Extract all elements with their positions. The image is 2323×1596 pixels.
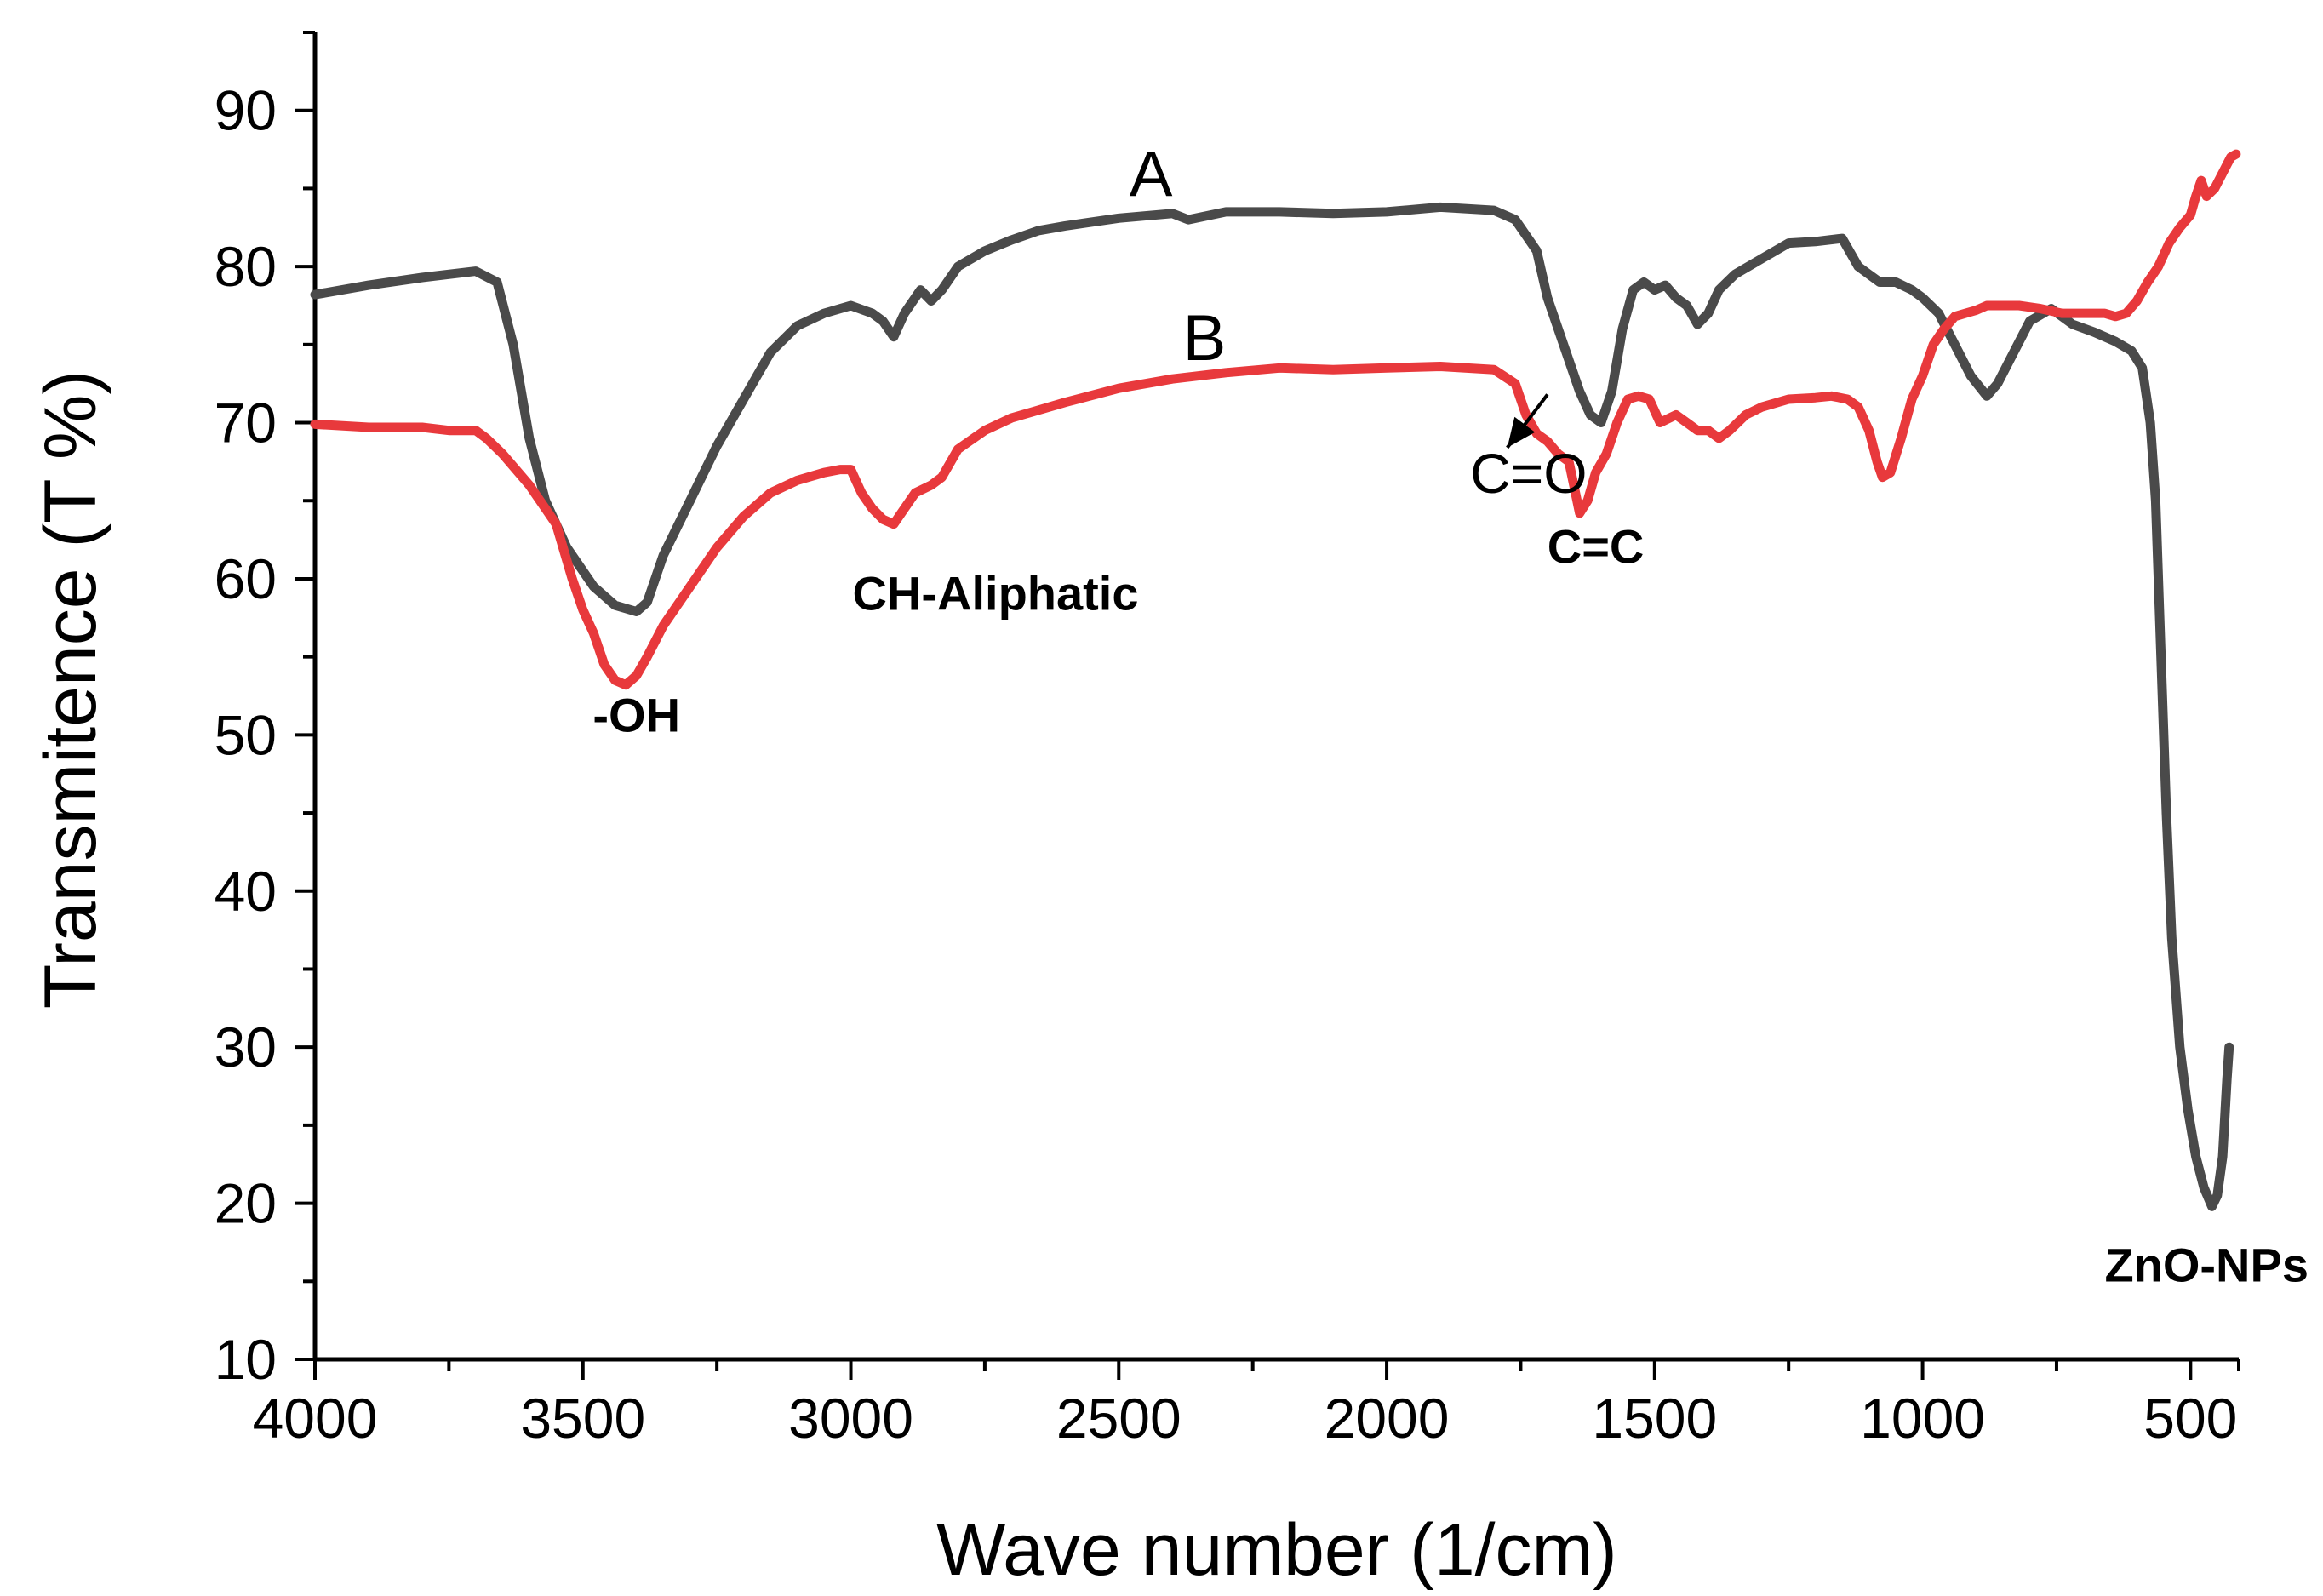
arrow-c-o-head <box>1507 416 1536 448</box>
y-tick-label: 50 <box>215 703 277 766</box>
x-tick-label: 500 <box>2143 1387 2237 1450</box>
y-tick-label: 70 <box>215 392 277 455</box>
x-tick-label: 3500 <box>520 1387 645 1450</box>
x-tick-label: 1000 <box>1860 1387 1985 1450</box>
plot-area: 4000 3500 3000 2500 2000 1500 1000 500 10 20 30 40 5… <box>215 31 2309 1450</box>
series-line-a <box>310 202 2234 1211</box>
y-tick-label: 60 <box>215 547 277 610</box>
annotation-c-o: C=O <box>1470 442 1588 505</box>
y-tick-label: 30 <box>215 1015 277 1078</box>
y-tick-label: 90 <box>215 79 277 142</box>
annotation-zno-nps: ZnO-NPs <box>2104 1238 2309 1291</box>
x-tick-label: 2000 <box>1325 1387 1450 1450</box>
y-tick-label: 80 <box>215 235 277 298</box>
x-tick-label: 1500 <box>1592 1387 1717 1450</box>
x-tick-label: 2500 <box>1056 1387 1182 1450</box>
y-tick-label: 10 <box>215 1328 277 1391</box>
annotation-ch-aliphatic: CH-Aliphatic <box>852 567 1138 621</box>
x-tick-label: 3000 <box>788 1387 913 1450</box>
y-axis-title: Transmitence (T %) <box>30 370 112 1009</box>
x-axis-title: Wave number (1/cm) <box>936 1509 1617 1591</box>
annotation-c-c: C=C <box>1548 520 1645 574</box>
y-tick-label: 20 <box>215 1172 277 1235</box>
series-label-a: A <box>1130 139 1173 211</box>
annotation-oh: -OH <box>592 689 680 742</box>
series-label-b: B <box>1183 302 1227 375</box>
x-tick-label: 4000 <box>253 1387 378 1450</box>
series-line-b <box>310 149 2241 690</box>
y-tick-label: 40 <box>215 860 277 923</box>
